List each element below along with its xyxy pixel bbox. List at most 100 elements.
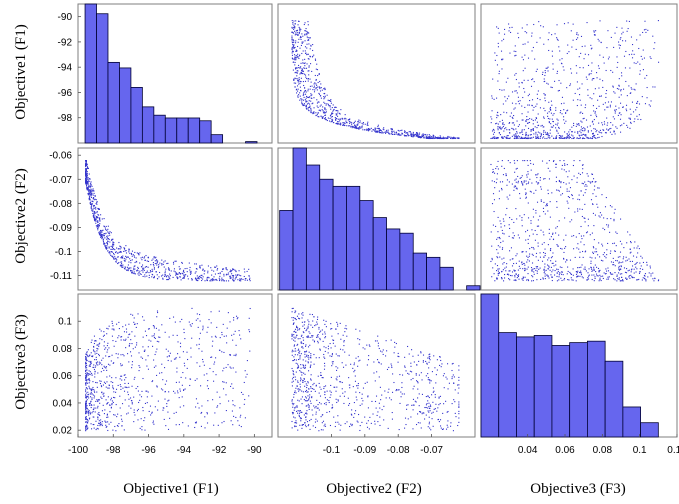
scatter-point-2-1-736: [93, 192, 95, 194]
scatter-point-2-1-733: [107, 228, 109, 230]
scatter-point-3-2-291: [395, 390, 397, 392]
scatter-point-3-2-145: [308, 331, 310, 333]
scatter-point-1-2-344: [357, 127, 359, 129]
scatter-point-2-1-88: [105, 245, 107, 247]
scatter-point-3-2-178: [314, 325, 316, 327]
scatter-point-2-3-635: [526, 268, 528, 270]
scatter-point-3-1-823: [141, 390, 143, 392]
scatter-point-1-3-726: [571, 126, 573, 128]
hist-bar-3-6: [569, 342, 588, 438]
scatter-point-2-1-269: [216, 269, 218, 271]
scatter-point-3-1-352: [223, 351, 225, 354]
scatter-point-3-2-162: [296, 344, 298, 346]
scatter-point-1-2-625: [297, 34, 299, 36]
scatter-point-1-3-679: [515, 54, 517, 56]
scatter-point-3-1-380: [96, 350, 98, 352]
scatter-point-1-3-545: [508, 137, 510, 140]
scatter-point-1-2-24: [331, 120, 333, 122]
scatter-point-2-3-319: [592, 251, 594, 253]
scatter-point-3-1-245: [101, 421, 103, 423]
scatter-point-2-1-521: [232, 269, 234, 271]
scatter-point-2-3-781: [597, 187, 599, 189]
scatter-point-3-1-302: [172, 390, 175, 392]
scatter-point-2-1-717: [134, 273, 136, 275]
scatter-point-1-3-696: [587, 137, 589, 139]
scatter-point-1-3-531: [586, 136, 588, 138]
scatter-point-2-3-573: [629, 260, 631, 262]
scatter-point-2-1-143: [235, 271, 237, 273]
scatter-point-2-3-481: [582, 168, 584, 170]
scatter-point-3-1-301: [103, 392, 105, 394]
scatter-point-2-1-300: [85, 173, 87, 175]
scatter-point-1-3-534: [561, 113, 563, 115]
hist-bar-1-1: [84, 3, 97, 144]
scatter-point-2-3-158: [550, 248, 552, 250]
scatter-point-1-3-310: [562, 66, 564, 68]
scatter-point-1-3-322: [522, 137, 524, 139]
scatter-point-1-2-5: [407, 132, 409, 134]
scatter-point-1-2-856: [307, 88, 309, 90]
scatter-point-2-1-102: [156, 264, 158, 266]
scatter-point-3-1-466: [168, 336, 170, 338]
scatter-point-2-3-820: [534, 229, 536, 232]
scatter-point-3-1-836: [92, 386, 94, 389]
scatter-point-1-2-811: [298, 20, 300, 23]
scatter-point-1-2-17: [310, 100, 312, 102]
scatter-point-2-1-87: [235, 274, 237, 276]
scatter-point-1-2-439: [304, 58, 306, 60]
scatter-point-2-3-861: [626, 259, 628, 261]
scatter-point-1-2-61: [302, 50, 304, 52]
scatter-point-3-1-530: [137, 419, 139, 421]
scatter-point-2-1-93: [106, 229, 108, 231]
scatter-point-1-3-46: [535, 117, 537, 119]
scatter-point-3-1-542: [206, 413, 208, 415]
scatter-point-2-1-249: [219, 272, 221, 274]
scatter-point-3-2-406: [322, 340, 324, 342]
scatter-point-2-3-664: [515, 181, 517, 183]
scatter-point-1-2-611: [308, 106, 310, 109]
scatter-point-2-3-892: [598, 215, 600, 217]
scatter-point-1-2-362: [447, 136, 449, 138]
scatter-point-1-2-119: [361, 125, 363, 127]
scatter-point-2-3-625: [594, 276, 596, 278]
scatter-point-1-3-148: [522, 119, 524, 121]
scatter-point-2-1-115: [126, 256, 128, 258]
scatter-point-2-3-484: [555, 163, 557, 165]
scatter-point-2-1-844: [100, 233, 102, 235]
scatter-point-1-3-396: [522, 133, 524, 136]
scatter-point-2-3-245: [502, 218, 504, 220]
scatter-point-1-3-885: [586, 78, 588, 80]
scatter-point-3-2-15: [390, 339, 392, 341]
scatter-point-2-1-599: [178, 266, 180, 268]
scatter-point-1-2-532: [348, 121, 350, 123]
scatter-point-2-1-63: [130, 259, 132, 262]
scatter-point-2-3-492: [513, 221, 515, 224]
scatter-point-2-3-840: [583, 235, 585, 237]
scatter-point-3-1-582: [92, 416, 94, 418]
scatter-point-1-3-103: [557, 122, 559, 124]
scatter-point-1-3-346: [581, 45, 583, 48]
scatter-point-2-3-282: [543, 251, 545, 254]
scatter-point-1-3-672: [579, 99, 581, 101]
scatter-point-1-2-427: [339, 119, 341, 121]
scatter-point-1-3-284: [604, 123, 606, 125]
scatter-point-1-2-563: [322, 110, 324, 112]
scatter-point-2-1-800: [97, 224, 99, 226]
scatter-point-1-2-380: [386, 129, 388, 131]
scatter-point-3-1-192: [225, 335, 227, 337]
mark-layer: [84, 3, 660, 438]
scatter-point-1-2-802: [294, 72, 296, 74]
scatter-point-1-2-28: [323, 96, 325, 98]
scatter-point-3-2-450: [291, 351, 293, 353]
scatter-point-1-2-147: [306, 54, 308, 56]
scatter-point-3-1-500: [86, 419, 88, 421]
scatter-point-2-1-576: [112, 244, 114, 246]
scatter-point-2-3-10: [522, 268, 524, 270]
scatter-point-1-3-443: [497, 80, 499, 82]
scatter-point-3-1-341: [95, 340, 97, 342]
scatter-point-2-3-227: [521, 262, 523, 264]
scatter-point-3-1-758: [100, 380, 102, 382]
scatter-point-3-2-26: [308, 396, 311, 398]
scatter-point-2-3-159: [541, 160, 544, 162]
scatter-point-3-1-330: [112, 396, 115, 399]
